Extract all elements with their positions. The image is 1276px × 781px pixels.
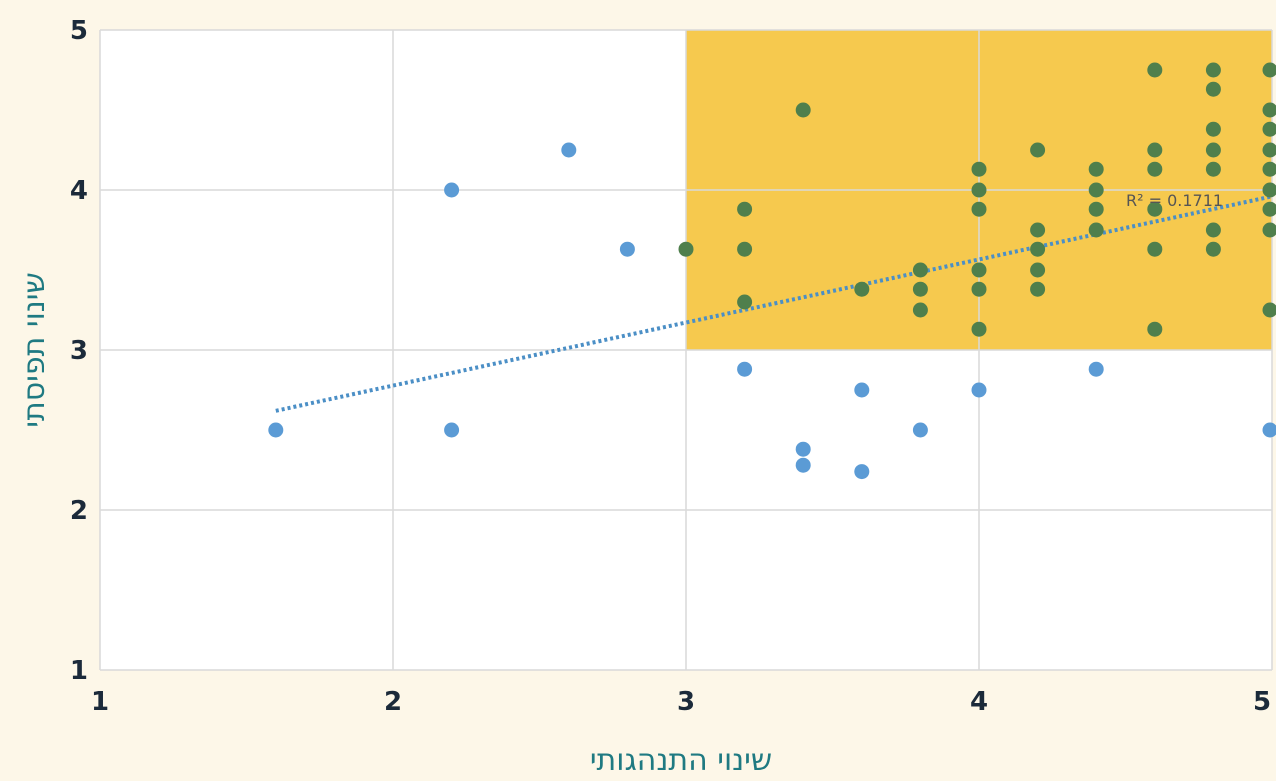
data-point-45: [1205, 121, 1221, 137]
data-point-39: [1147, 161, 1163, 177]
data-point-0: [268, 422, 284, 438]
data-point-28: [1030, 222, 1046, 238]
data-point-9: [737, 361, 753, 377]
data-point-21: [971, 182, 987, 198]
data-point-31: [1030, 281, 1046, 297]
y-tick-label-2: 3: [70, 336, 88, 366]
y-axis-title: שינוי תפיסתי: [17, 272, 52, 427]
data-point-17: [912, 281, 928, 297]
data-point-56: [1262, 201, 1276, 217]
data-point-32: [1088, 161, 1104, 177]
y-tick-label-1: 2: [70, 496, 88, 526]
x-tick-label-1: 2: [384, 687, 402, 717]
x-tick-label-4: 5: [1253, 687, 1271, 717]
grid-lines: [99, 29, 1273, 671]
data-point-53: [1262, 142, 1276, 158]
data-point-25: [971, 321, 987, 337]
data-point-51: [1262, 102, 1276, 118]
data-point-13: [854, 281, 870, 297]
data-point-46: [1205, 142, 1221, 158]
data-point-18: [912, 302, 928, 318]
data-point-49: [1205, 241, 1221, 257]
data-point-10: [795, 102, 811, 118]
data-point-54: [1262, 161, 1276, 177]
data-point-8: [737, 294, 753, 310]
data-point-20: [971, 161, 987, 177]
data-point-41: [1147, 241, 1163, 257]
data-point-50: [1262, 62, 1276, 78]
y-tick-label-4: 5: [70, 16, 88, 46]
data-point-5: [678, 241, 694, 257]
data-point-42: [1147, 321, 1163, 337]
data-point-34: [1088, 201, 1104, 217]
data-point-2: [444, 422, 460, 438]
data-point-11: [795, 441, 811, 457]
data-point-12: [795, 457, 811, 473]
data-point-4: [619, 241, 635, 257]
data-point-57: [1262, 222, 1276, 238]
data-point-40: [1147, 201, 1163, 217]
data-point-3: [561, 142, 577, 158]
data-point-44: [1205, 81, 1221, 97]
data-point-6: [737, 201, 753, 217]
y-tick-labels: 1 2 3 4 5: [70, 16, 88, 686]
data-point-48: [1205, 222, 1221, 238]
data-point-37: [1147, 62, 1163, 78]
data-point-16: [912, 262, 928, 278]
data-point-47: [1205, 161, 1221, 177]
data-point-36: [1088, 361, 1104, 377]
data-point-22: [971, 201, 987, 217]
data-point-27: [1030, 142, 1046, 158]
data-point-29: [1030, 241, 1046, 257]
data-point-14: [854, 382, 870, 398]
data-point-38: [1147, 142, 1163, 158]
y-tick-label-0: 1: [70, 656, 88, 686]
data-point-19: [912, 422, 928, 438]
data-point-35: [1088, 222, 1104, 238]
data-point-43: [1205, 62, 1221, 78]
x-tick-label-2: 3: [677, 687, 695, 717]
data-point-23: [971, 262, 987, 278]
y-tick-label-3: 4: [70, 176, 88, 206]
r-squared-label: R² = 0.1711: [1126, 191, 1223, 210]
data-point-55: [1262, 182, 1276, 198]
data-points: [268, 62, 1276, 480]
x-tick-label-0: 1: [91, 687, 109, 717]
data-point-30: [1030, 262, 1046, 278]
data-point-15: [854, 464, 870, 480]
data-point-1: [444, 182, 460, 198]
data-point-24: [971, 281, 987, 297]
data-point-59: [1262, 422, 1276, 438]
trendline: [275, 194, 1273, 413]
data-point-52: [1262, 121, 1276, 137]
data-point-7: [737, 241, 753, 257]
x-tick-labels: 1 2 3 4 5: [91, 687, 1271, 717]
data-point-58: [1262, 302, 1276, 318]
data-point-26: [971, 382, 987, 398]
data-point-33: [1088, 182, 1104, 198]
x-axis-title: שינוי התנהגותי: [590, 743, 772, 778]
x-tick-label-3: 4: [970, 687, 988, 717]
